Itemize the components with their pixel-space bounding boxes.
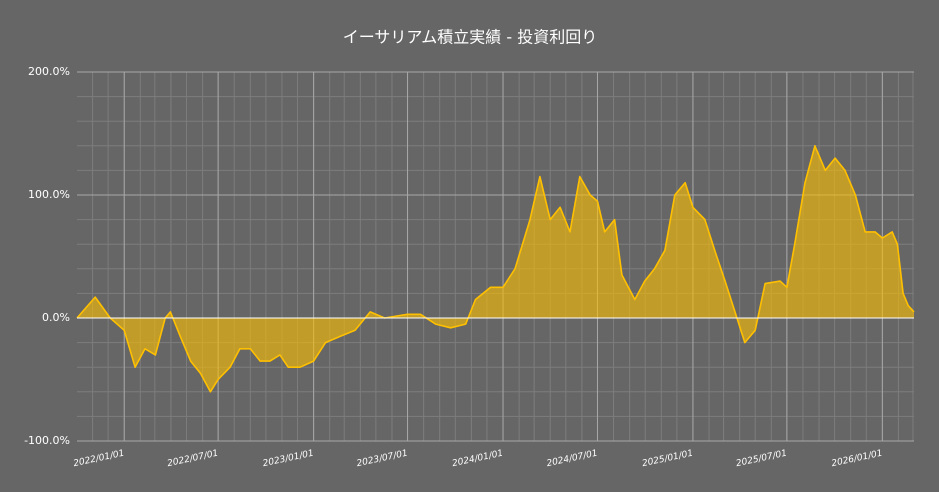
y-tick-label: 0.0% — [42, 311, 70, 324]
y-tick-label: -100.0% — [24, 434, 70, 447]
y-tick-label: 100.0% — [28, 188, 70, 201]
area — [77, 145, 914, 392]
y-tick-label: 200.0% — [28, 65, 70, 78]
chart-title: イーサリアム積立実績 - 投資利回り — [343, 28, 598, 47]
line — [76, 145, 915, 393]
